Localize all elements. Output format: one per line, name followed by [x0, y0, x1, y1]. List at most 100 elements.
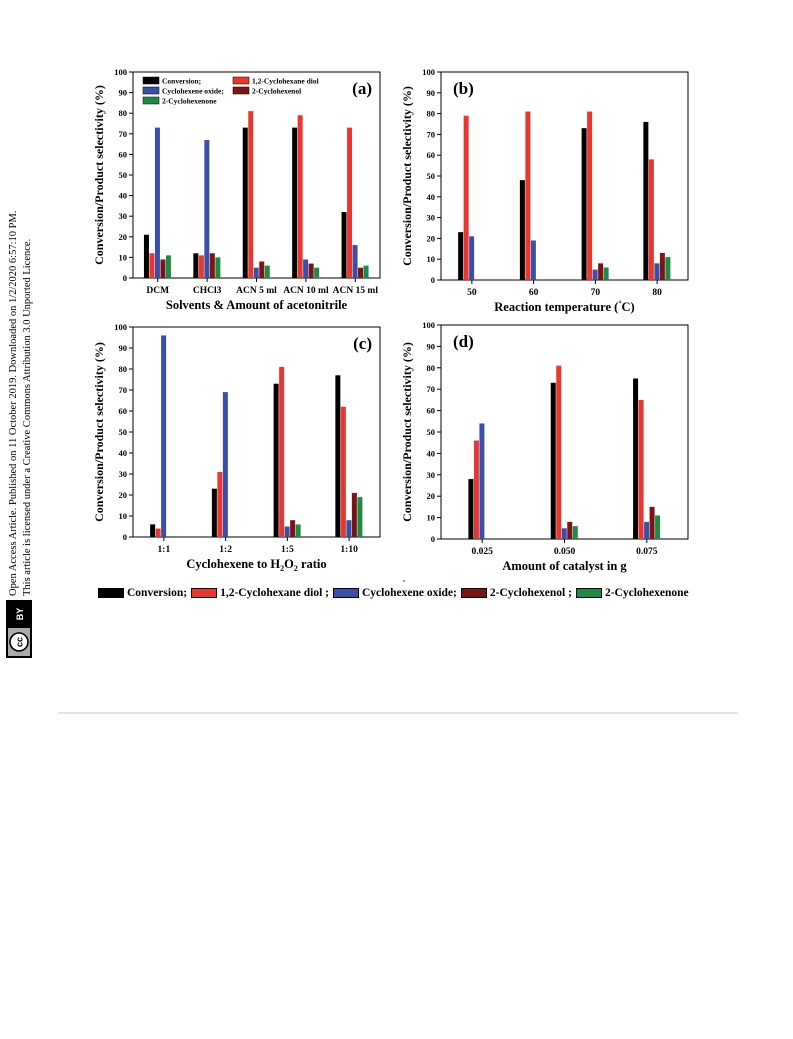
- y-tick-label: 40: [119, 448, 128, 458]
- cc-icon: cc: [15, 637, 25, 647]
- x-tick-label: ACN 10 ml: [283, 286, 329, 296]
- y-axis-label: Conversion/Product selectivity (%): [400, 86, 414, 266]
- bar-2-cyclohexenol: [259, 261, 265, 278]
- y-tick-label: 90: [427, 88, 436, 98]
- bar-1-2-cyclohexane-diol: [297, 115, 303, 278]
- x-tick-label: ACN 5 ml: [236, 286, 277, 296]
- bar-conversion: [341, 212, 347, 278]
- bar-conversion: [468, 479, 474, 539]
- legend-item: 1,2-Cyclohexane diol ;: [191, 587, 329, 599]
- y-tick-label: 0: [123, 273, 127, 283]
- bar-1-2-cyclohexane-diol: [648, 159, 654, 280]
- bar-2-cyclohexenone: [572, 526, 578, 539]
- y-tick-label: 0: [123, 532, 127, 542]
- x-tick-label: 60: [529, 288, 539, 298]
- legend-swatch: [460, 588, 487, 598]
- x-tick-label: 50: [467, 288, 477, 298]
- y-tick-label: 50: [119, 427, 128, 437]
- bar-2-cyclohexenol: [598, 263, 604, 280]
- inner-legend-label: Cyclohexene oxide;: [162, 87, 224, 96]
- y-axis-label: Conversion/Product selectivity (%): [400, 342, 414, 522]
- bar-1-2-cyclohexane-diol: [463, 115, 469, 281]
- legend-swatch: [98, 588, 124, 598]
- legend-swatch: [191, 588, 218, 598]
- inner-legend-swatch: [232, 76, 250, 85]
- bar-1-2-cyclohexane-diol: [155, 528, 161, 537]
- bar-2-cyclohexenol: [659, 252, 665, 280]
- y-tick-label: 100: [114, 67, 127, 77]
- bar-conversion: [211, 488, 217, 537]
- bar-conversion: [150, 524, 156, 537]
- bar-2-cyclohexenol: [308, 263, 314, 278]
- bar-2-cyclohexenone: [215, 257, 221, 278]
- bar-2-cyclohexenol: [290, 520, 296, 537]
- bar-cyclohexene-oxide: [346, 520, 352, 537]
- legend-item: 2-Cyclohexenol ;: [460, 587, 572, 599]
- bar-2-cyclohexenone: [295, 524, 301, 537]
- bottom-legend: Conversion; 1,2-Cyclohexane diol ; Cyclohe…: [98, 587, 738, 603]
- bar-1-2-cyclohexane-diol: [149, 253, 155, 278]
- bar-conversion: [273, 383, 279, 537]
- cc-by-badge: cc BY: [6, 600, 32, 658]
- y-axis-label: Conversion/Product selectivity (%): [92, 85, 106, 265]
- legend-swatch: [333, 588, 359, 598]
- side-note: Open Access Article. Published on 11 Oct…: [6, 211, 33, 658]
- legend-label: 2-Cyclohexenone: [604, 587, 689, 599]
- bar-cyclohexene-oxide: [352, 245, 358, 278]
- bar-conversion: [458, 232, 464, 280]
- bar-cyclohexene-oxide: [654, 263, 660, 280]
- bar-cyclohexene-oxide: [469, 236, 475, 280]
- inner-legend-swatch: [142, 96, 160, 105]
- y-tick-label: 80: [119, 364, 128, 374]
- bar-cyclohexene-oxide: [592, 269, 598, 280]
- y-tick-label: 70: [119, 129, 128, 139]
- inner-legend-swatch: [142, 86, 160, 95]
- inner-legend-swatch: [142, 76, 160, 85]
- bar-cyclohexene-oxide: [284, 526, 290, 537]
- panel-label: (a): [352, 79, 372, 98]
- side-note-line1: Open Access Article. Published on 11 Oct…: [8, 211, 19, 596]
- page-divider: [58, 712, 738, 714]
- bar-cyclohexene-oxide: [253, 267, 259, 278]
- y-tick-label: 30: [427, 470, 436, 480]
- y-tick-label: 20: [119, 232, 128, 242]
- y-tick-label: 80: [119, 108, 128, 118]
- x-axis-label: Cyclohexene to H2​O2​ ratio: [186, 557, 326, 573]
- legend-item: Cyclohexene oxide;: [333, 587, 457, 599]
- bar-2-cyclohexenone: [314, 267, 320, 278]
- y-tick-label: 60: [119, 149, 128, 159]
- bar-1-2-cyclohexane-diol: [248, 111, 254, 278]
- bar-2-cyclohexenol: [567, 521, 573, 539]
- bar-cyclohexene-oxide: [644, 521, 650, 539]
- x-tick-label: 0.050: [554, 547, 576, 557]
- x-tick-label: 1:2: [219, 545, 232, 555]
- x-axis-label: Reaction temperature (°C): [494, 299, 634, 314]
- bar-cyclohexene-oxide: [222, 392, 228, 537]
- stray-mark: [403, 580, 405, 582]
- x-tick-label: 1:5: [281, 545, 294, 555]
- y-tick-label: 0: [431, 275, 435, 285]
- bar-1-2-cyclohexane-diol: [279, 366, 285, 537]
- by-label: BY: [15, 608, 25, 621]
- legend-item: Conversion;: [98, 587, 187, 599]
- bar-conversion: [550, 382, 556, 539]
- y-tick-label: 80: [427, 109, 436, 119]
- y-tick-label: 80: [427, 363, 436, 373]
- bar-conversion: [193, 253, 199, 278]
- bar-1-2-cyclohexane-diol: [525, 111, 531, 281]
- y-tick-label: 40: [427, 192, 436, 202]
- bar-cyclohexene-oxide: [561, 528, 567, 539]
- bar-cyclohexene-oxide: [204, 139, 210, 278]
- y-tick-label: 20: [427, 491, 436, 501]
- panel-label: (b): [453, 79, 474, 98]
- chart-panel-0: 0 10 20 30 40 50 60 70 80 90 100 Conversion/Product…: [92, 67, 381, 296]
- bar-cyclohexene-oxide: [479, 423, 485, 539]
- y-tick-label: 60: [427, 150, 436, 160]
- x-axis-label: Amount of catalyst in g: [502, 559, 627, 573]
- bar-1-2-cyclohexane-diol: [473, 440, 479, 539]
- y-tick-label: 40: [119, 191, 128, 201]
- bar-conversion: [335, 375, 341, 537]
- y-tick-label: 30: [119, 469, 128, 479]
- x-tick-label: 1:1: [158, 545, 171, 555]
- bar-conversion: [643, 121, 649, 280]
